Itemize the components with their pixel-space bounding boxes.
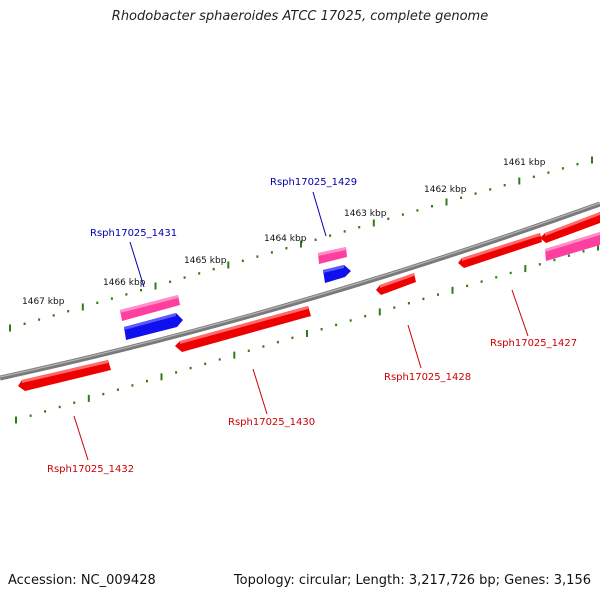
gene-arrow-1432[interactable]	[18, 360, 111, 391]
kbp-label-1464: 1464 kbp	[264, 234, 307, 244]
kbp-label-1466: 1466 kbp	[103, 278, 146, 288]
gene-arrow-1428-highlight	[380, 273, 414, 288]
leader-line-1427	[511, 289, 529, 337]
gene-arrow-1429-blue-highlight	[323, 265, 344, 273]
genome-backbone-highlight	[0, 202, 600, 378]
kbp-label-1463: 1463 kbp	[344, 209, 387, 219]
gene-arrow-1431-pink-highlight	[120, 295, 178, 313]
gene-label-rsph17025-1429[interactable]: Rsph17025_1429	[270, 177, 357, 188]
gene-arrow-1426-pink-highlight	[545, 232, 600, 252]
gene-arrow-1431-blue[interactable]	[124, 313, 183, 340]
topology-text: Topology: circular; Length: 3,217,726 bp…	[233, 573, 591, 588]
leader-line-1428	[407, 324, 422, 369]
genome-backbone	[0, 201, 600, 381]
leader-line-1431	[129, 241, 145, 288]
leader-line-1430	[252, 368, 268, 415]
gene-label-rsph17025-1428[interactable]: Rsph17025_1428	[384, 372, 471, 383]
leader-line-1429	[312, 191, 327, 237]
kbp-label-1461: 1461 kbp	[503, 158, 546, 168]
gene-label-rsph17025-1430[interactable]: Rsph17025_1430	[228, 417, 315, 428]
gene-arrow-1430-highlight	[180, 306, 308, 344]
accession-text: Accession: NC_009428	[8, 573, 156, 588]
kbp-label-1462: 1462 kbp	[424, 185, 467, 195]
lower-tick-scale	[15, 243, 599, 424]
gene-arrow-1429-pink-highlight	[318, 247, 346, 256]
gene-label-rsph17025-1427[interactable]: Rsph17025_1427	[490, 338, 577, 349]
gene-arrow-1426-highlight	[545, 212, 600, 236]
gene-arrow-1431-pink[interactable]	[120, 295, 180, 321]
kbp-label-1465: 1465 kbp	[184, 256, 227, 266]
gene-label-rsph17025-1431[interactable]: Rsph17025_1431	[90, 228, 177, 239]
gene-arrow-1430[interactable]	[175, 306, 311, 352]
gene-arrow-1427-highlight	[462, 233, 540, 261]
gene-label-rsph17025-1432[interactable]: Rsph17025_1432	[47, 464, 134, 475]
leader-line-1432	[73, 415, 89, 461]
kbp-label-1467: 1467 kbp	[22, 297, 65, 307]
map-title: Rhodobacter sphaeroides ATCC 17025, comp…	[111, 9, 489, 24]
gene-arrow-1432-highlight	[22, 360, 108, 383]
upper-tick-scale	[9, 156, 593, 332]
gene-arrow-1431-blue-highlight	[124, 313, 176, 330]
